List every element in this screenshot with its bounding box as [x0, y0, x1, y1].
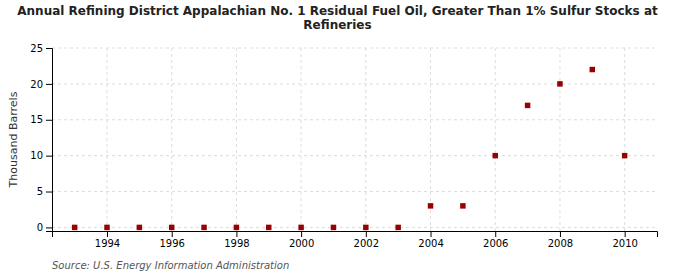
- title: Annual Refining District Appalachian No.…: [17, 4, 658, 32]
- x-tick-label: 2008: [548, 238, 573, 249]
- y-tick-mark: [46, 156, 52, 157]
- point: [363, 225, 368, 230]
- x-tick-label: 2000: [289, 238, 314, 249]
- y-tick-label: 20: [30, 79, 43, 90]
- x-tick: 1998: [224, 231, 249, 249]
- point: [234, 225, 239, 230]
- x-tick-label: 2002: [354, 238, 379, 249]
- grid-line: [52, 48, 657, 49]
- grid-line: [559, 48, 560, 231]
- y-tick: 25: [30, 43, 52, 54]
- point: [298, 225, 303, 230]
- y-tick-mark: [46, 48, 52, 49]
- x-axis: 1994 1996 1998 2000 2002 2004 2006 2008 2010: [53, 231, 658, 249]
- grid-line: [171, 48, 172, 231]
- x-tick-label: 1996: [159, 238, 184, 249]
- x-tick-mark: [431, 231, 432, 237]
- grid: [52, 48, 657, 231]
- x-tick-label: 2004: [418, 238, 443, 249]
- point: [331, 225, 336, 230]
- y-tick-mark: [46, 84, 52, 85]
- chart: Annual Refining District Appalachian No.…: [0, 0, 675, 275]
- y-tick-mark: [46, 227, 52, 228]
- y-axis: 0 5 10 15 20 25: [30, 43, 52, 233]
- y-tick-label: 15: [30, 114, 43, 125]
- y-tick: 5: [37, 186, 52, 197]
- point: [622, 153, 627, 158]
- point: [557, 81, 562, 86]
- y-tick: 10: [30, 150, 52, 161]
- x-tick-mark: [107, 231, 108, 237]
- y-tick-label: 25: [30, 43, 43, 54]
- x-tick: 2008: [548, 231, 573, 249]
- x-tick-mark: [625, 231, 626, 237]
- x-tick: 2006: [483, 231, 508, 249]
- point: [590, 67, 595, 72]
- point: [460, 203, 465, 208]
- point: [266, 225, 271, 230]
- grid-line: [495, 48, 496, 231]
- y-tick-label: 10: [30, 150, 43, 161]
- point: [169, 225, 174, 230]
- x-tick-mark: [560, 231, 561, 237]
- x-tick-mark: [495, 231, 496, 237]
- grid-line: [301, 48, 302, 231]
- grid-line: [236, 48, 237, 231]
- annotation: Source: U.S. Energy Information Administ…: [52, 260, 289, 271]
- grid-line: [52, 155, 657, 156]
- y-tick: 20: [30, 79, 52, 90]
- x-tick: 2004: [418, 231, 443, 249]
- y-tick-label: 0: [37, 222, 43, 233]
- grid-line: [624, 48, 625, 231]
- grid-line: [52, 83, 657, 84]
- x-tick-mark: [301, 231, 302, 237]
- x-tick: 2000: [289, 231, 314, 249]
- point: [72, 225, 77, 230]
- point: [492, 153, 497, 158]
- point: [201, 225, 206, 230]
- x-tick: 1996: [159, 231, 184, 249]
- grid-line: [107, 48, 108, 231]
- x-tick-label: 2006: [483, 238, 508, 249]
- point: [395, 225, 400, 230]
- x-tick-label: 1994: [95, 238, 120, 249]
- point: [104, 225, 109, 230]
- grid-line: [52, 227, 657, 228]
- y-tick: 15: [30, 114, 52, 125]
- point: [137, 225, 142, 230]
- grid-line: [52, 119, 657, 120]
- grid-line: [365, 48, 366, 231]
- x-tick: 2010: [612, 231, 637, 249]
- plot: 1994 1996 1998 2000 2002 2004 2006 2008 2010 0 5 10…: [30, 43, 657, 249]
- marks: [72, 67, 627, 230]
- y-tick-mark: [46, 120, 52, 121]
- y-tick-mark: [46, 192, 52, 193]
- x-tick: 2002: [354, 231, 379, 249]
- x-tick-mark: [366, 231, 367, 237]
- y-axis-line: [46, 49, 53, 232]
- y-tick-label: 5: [37, 186, 43, 197]
- x-tick-label: 1998: [224, 238, 249, 249]
- x-tick-label: 2010: [612, 238, 637, 249]
- point: [428, 203, 433, 208]
- x-tick: 1994: [95, 231, 120, 249]
- point: [525, 103, 530, 108]
- x-tick-mark: [172, 231, 173, 237]
- y-tick: 0: [37, 222, 52, 233]
- y-axis-title: Thousand Barrels: [7, 91, 20, 188]
- grid-line: [52, 191, 657, 192]
- x-tick-mark: [236, 231, 237, 237]
- x-axis-line: [53, 232, 658, 238]
